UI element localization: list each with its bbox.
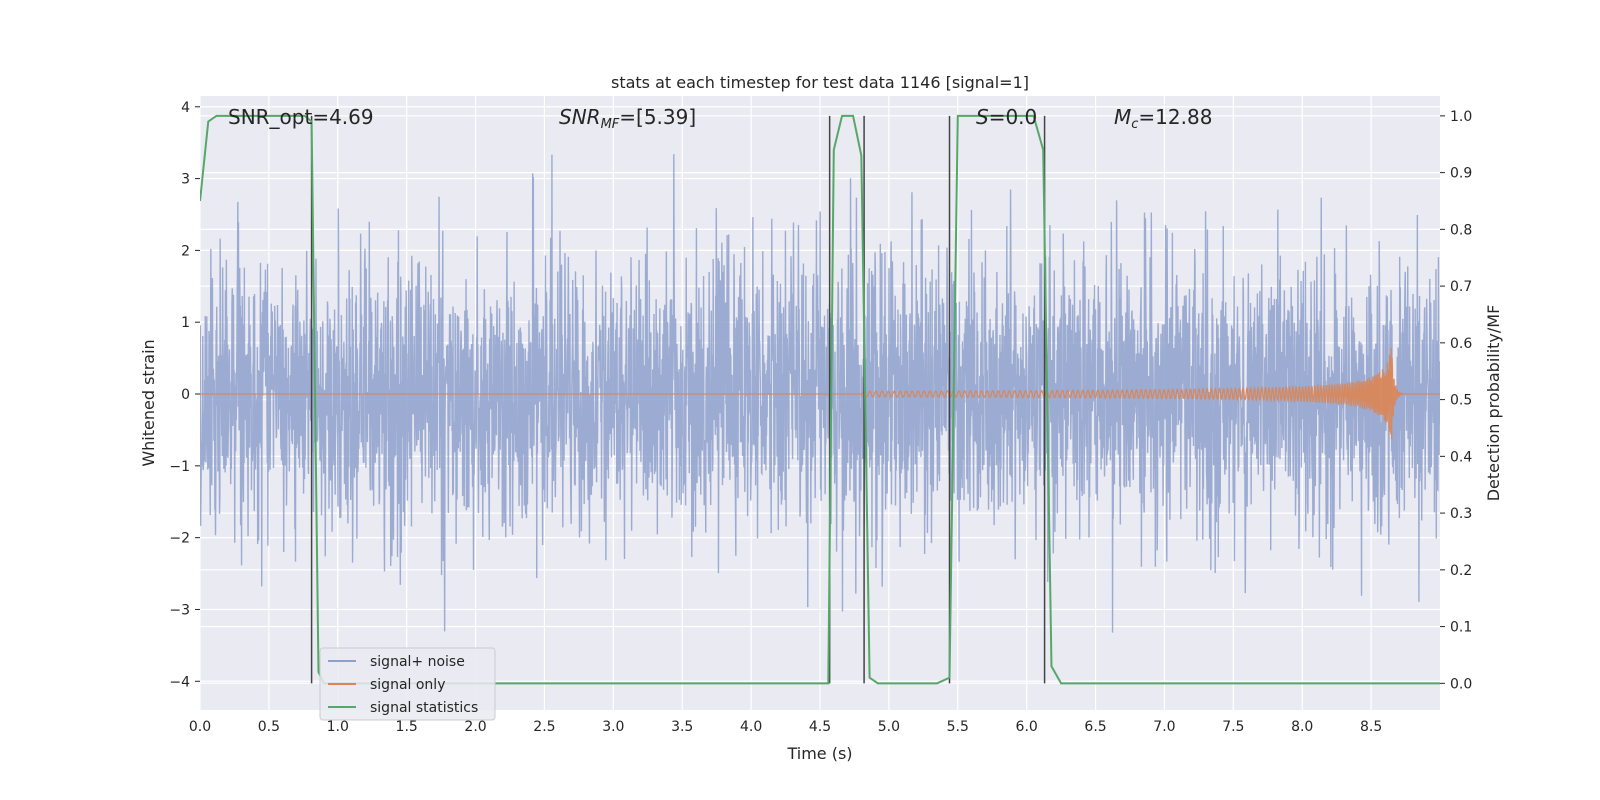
y-axis-ticks: 4 3 2 1 0 −1 −2 −3 −4 — [169, 100, 200, 690]
stats-line — [200, 114, 1440, 685]
mc-sub: c — [1131, 117, 1138, 132]
x-tick-label: 7.5 — [1222, 719, 1244, 735]
y-tick-label: 1 — [181, 315, 190, 331]
snr-mf-sub: MF — [601, 117, 620, 132]
x-tick-label: 8.0 — [1291, 719, 1313, 735]
x-tick-label: 5.5 — [947, 719, 969, 735]
mc-value: =12.88 — [1138, 105, 1212, 129]
annotation-snr-mf: SNRMF=[5.39] — [559, 105, 696, 132]
annotation-snr-opt: SNR_opt=4.69 — [228, 105, 374, 129]
y2-tick-label: 0.5 — [1450, 393, 1472, 409]
x-tick-label: 6.0 — [1016, 719, 1038, 735]
x-axis-label: Time (s) — [786, 744, 852, 763]
y-tick-label: 0 — [181, 387, 190, 403]
x-tick-label: 8.5 — [1360, 719, 1382, 735]
x-axis-ticks: 0.0 0.5 1.0 1.5 2.0 2.5 3.0 3.5 4.0 4.5 5.0 5.5 6.0 6… — [189, 719, 1382, 735]
y-tick-label: 4 — [181, 100, 190, 116]
y2-axis-ticks: 1.0 0.9 0.8 0.7 0.6 0.5 0.4 0.3 0.2 0.1 0.0 — [1440, 109, 1472, 692]
mc-sym: M — [1114, 105, 1131, 129]
annotation-s: S=0.0 — [976, 105, 1037, 129]
y-tick-label: 3 — [181, 172, 190, 188]
y-tick-label: −1 — [169, 459, 190, 475]
y2-tick-label: 0.7 — [1450, 279, 1472, 295]
legend-label-stats: signal statistics — [370, 700, 478, 716]
y2-axis-label: Detection probability/MF — [1484, 305, 1503, 502]
y2-tick-label: 0.2 — [1450, 563, 1472, 579]
x-tick-label: 3.0 — [602, 719, 624, 735]
snr-mf-prefix: SNR — [559, 105, 601, 129]
x-tick-label: 0.0 — [189, 719, 211, 735]
y2-tick-label: 0.9 — [1450, 166, 1472, 182]
series-signal-statistics — [200, 114, 1440, 685]
x-tick-label: 4.5 — [809, 719, 831, 735]
series-signal-only — [200, 348, 1440, 440]
noise-line — [200, 154, 1440, 633]
chart-title: stats at each timestep for test data 114… — [611, 73, 1029, 92]
y2-tick-label: 0.6 — [1450, 336, 1472, 352]
x-tick-label: 4.0 — [740, 719, 762, 735]
y-tick-label: 2 — [181, 243, 190, 259]
legend-label-signal: signal only — [370, 677, 445, 693]
y2-tick-label: 1.0 — [1450, 109, 1472, 125]
legend-label-noise: signal+ noise — [370, 654, 465, 670]
y-tick-label: −4 — [169, 674, 190, 690]
x-tick-label: 2.0 — [464, 719, 486, 735]
x-tick-label: 6.5 — [1084, 719, 1106, 735]
y-axis-label: Whitened strain — [139, 339, 158, 466]
y2-tick-label: 0.0 — [1450, 676, 1472, 692]
x-tick-label: 3.5 — [671, 719, 693, 735]
y-tick-label: −3 — [169, 602, 190, 618]
y2-tick-label: 0.8 — [1450, 222, 1472, 238]
signal-line — [200, 348, 1440, 440]
y-tick-label: −2 — [169, 531, 190, 547]
x-tick-label: 1.5 — [396, 719, 418, 735]
s-sym: S — [976, 105, 989, 129]
x-tick-label: 2.5 — [533, 719, 555, 735]
s-value: =0.0 — [989, 105, 1038, 129]
snr-mf-value: =[5.39] — [619, 105, 696, 129]
legend: signal+ noise signal only signal statist… — [319, 647, 496, 721]
y2-tick-label: 0.4 — [1450, 449, 1472, 465]
annotation-mc: Mc=12.88 — [1114, 105, 1212, 132]
x-tick-label: 7.0 — [1153, 719, 1175, 735]
series-signal-plus-noise — [200, 154, 1440, 633]
x-tick-label: 0.5 — [258, 719, 280, 735]
x-tick-label: 5.0 — [878, 719, 900, 735]
y2-tick-label: 0.3 — [1450, 506, 1472, 522]
y2-tick-label: 0.1 — [1450, 620, 1472, 636]
legend-box — [319, 647, 496, 721]
x-tick-label: 1.0 — [327, 719, 349, 735]
